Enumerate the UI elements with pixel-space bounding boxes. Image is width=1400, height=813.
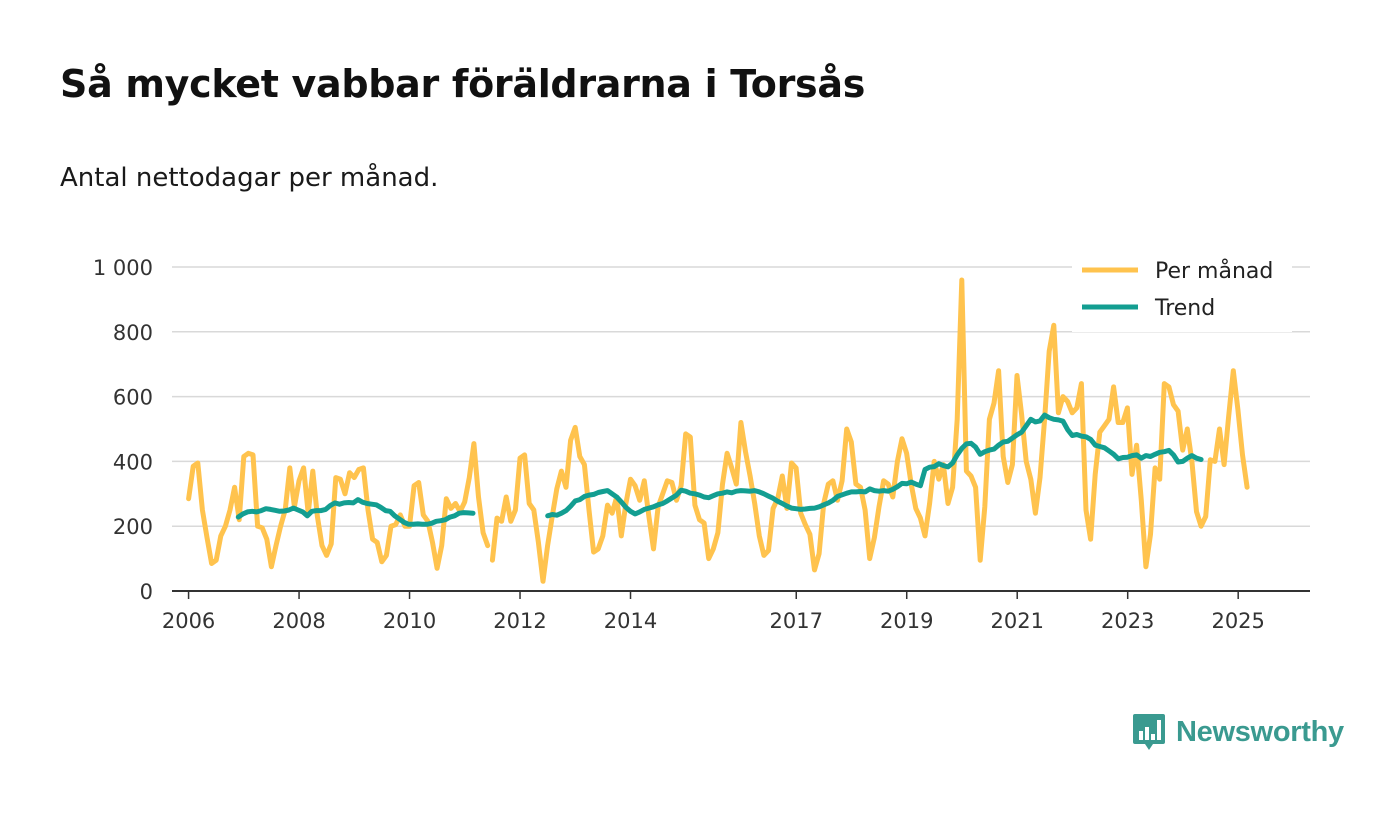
x-tick-label: 2008 — [272, 609, 325, 633]
x-tick-label: 2006 — [162, 609, 215, 633]
newsworthy-logo[interactable]: Newsworthy — [1132, 712, 1344, 752]
legend-label-per-manad: Per månad — [1155, 258, 1273, 284]
legend-background — [1072, 250, 1292, 332]
y-tick-label: 0 — [140, 580, 153, 604]
y-tick-label: 1 000 — [93, 256, 153, 280]
bar-chart-icon — [1133, 714, 1165, 750]
x-tick-label: 2019 — [880, 609, 933, 633]
legend: Per månad Trend — [1072, 250, 1292, 332]
series-line-per-manad-1 — [489, 277, 1250, 584]
y-tick-label: 800 — [113, 321, 153, 345]
y-tick-label: 600 — [113, 386, 153, 410]
x-tick-label: 2014 — [604, 609, 657, 633]
x-tick-label: 2021 — [990, 609, 1043, 633]
x-tick-label: 2010 — [383, 609, 436, 633]
chart-subtitle: Antal nettodagar per månad. — [60, 163, 439, 193]
y-tick-label: 400 — [113, 450, 153, 474]
y-axis-ticks: 0 200 400 600 800 1 000 — [93, 256, 153, 604]
x-tick-label: 2025 — [1211, 609, 1264, 633]
page-title: Så mycket vabbar föräldrarna i Torsås — [60, 62, 866, 106]
x-tick-label: 2023 — [1101, 609, 1154, 633]
y-tick-label: 200 — [113, 515, 153, 539]
x-tick-label: 2012 — [493, 609, 546, 633]
brand-name: Newsworthy — [1176, 715, 1344, 748]
legend-label-trend: Trend — [1154, 296, 1215, 321]
series-line-trend-1 — [545, 412, 1204, 519]
x-axis-ticks: 2006 2008 2010 2012 2014 2017 2019 2021 2023 2025 — [162, 590, 1310, 633]
series-lines — [186, 277, 1250, 584]
series-line-trend-0 — [235, 497, 476, 527]
x-tick-label: 2017 — [770, 609, 823, 633]
